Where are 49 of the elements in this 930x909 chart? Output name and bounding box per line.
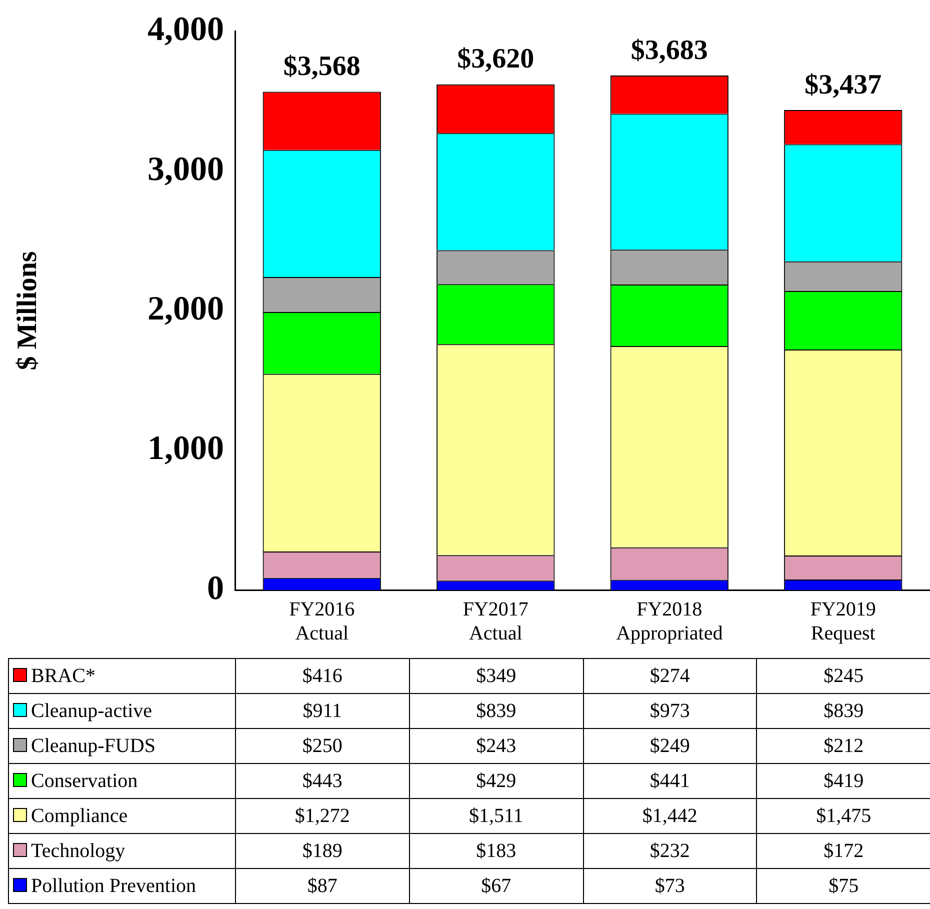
legend-label: Technology xyxy=(31,840,126,862)
data-label: $1,511 xyxy=(409,798,583,834)
data-label: $250 xyxy=(236,728,410,764)
total-label: $3,620 xyxy=(457,44,534,75)
data-label: $1,475 xyxy=(756,798,930,834)
legend-label: Compliance xyxy=(31,804,128,826)
data-label: $1,272 xyxy=(236,798,410,834)
data-label: $189 xyxy=(236,834,410,868)
legend-label: Cleanup-active xyxy=(31,700,152,722)
data-label: $349 xyxy=(409,658,583,694)
y-tick-label: 2,000 xyxy=(148,290,224,328)
data-label: $75 xyxy=(756,868,930,904)
y-tick-label: 1,000 xyxy=(148,430,224,468)
data-label: $172 xyxy=(756,834,930,868)
legend-label: BRAC* xyxy=(31,664,96,686)
data-label: $839 xyxy=(756,694,930,728)
x-tick-label: FY2016 Actual xyxy=(289,598,355,644)
y-tick-label: 0 xyxy=(207,570,224,607)
data-label: $973 xyxy=(583,694,757,728)
x-tick-label: FY2019 Request xyxy=(810,598,876,644)
y-axis-title: $ Millions xyxy=(12,251,44,370)
data-label: $243 xyxy=(409,728,583,764)
data-label: $443 xyxy=(236,764,410,798)
total-label: $3,568 xyxy=(283,50,360,82)
data-label: $67 xyxy=(409,868,583,904)
data-label: $73 xyxy=(583,868,757,904)
total-label: $3,437 xyxy=(804,69,882,100)
y-tick-label: 4,000 xyxy=(148,11,224,48)
data-label: $911 xyxy=(236,694,410,728)
x-tick-label: FY2018 Appropriated xyxy=(616,598,723,644)
data-label: $245 xyxy=(756,658,930,694)
legend-label: Pollution Prevention xyxy=(31,874,196,896)
data-label: $416 xyxy=(236,658,410,694)
data-label: $274 xyxy=(583,658,757,694)
legend-label: Cleanup-FUDS xyxy=(31,734,156,756)
data-label: $249 xyxy=(583,728,757,764)
data-label: $232 xyxy=(583,834,757,868)
data-label: $429 xyxy=(409,764,583,798)
data-label: $87 xyxy=(236,868,410,904)
data-label: $183 xyxy=(409,834,583,868)
total-label: $3,683 xyxy=(630,34,708,66)
data-label: $419 xyxy=(756,764,930,798)
data-label: $1,442 xyxy=(583,798,757,834)
data-label: $441 xyxy=(583,764,757,798)
y-tick-label: 3,000 xyxy=(148,150,224,188)
data-label: $212 xyxy=(756,728,930,764)
x-tick-label: FY2017 Actual xyxy=(462,598,528,644)
data-label: $839 xyxy=(409,694,583,728)
legend-label: Conservation xyxy=(31,770,138,792)
